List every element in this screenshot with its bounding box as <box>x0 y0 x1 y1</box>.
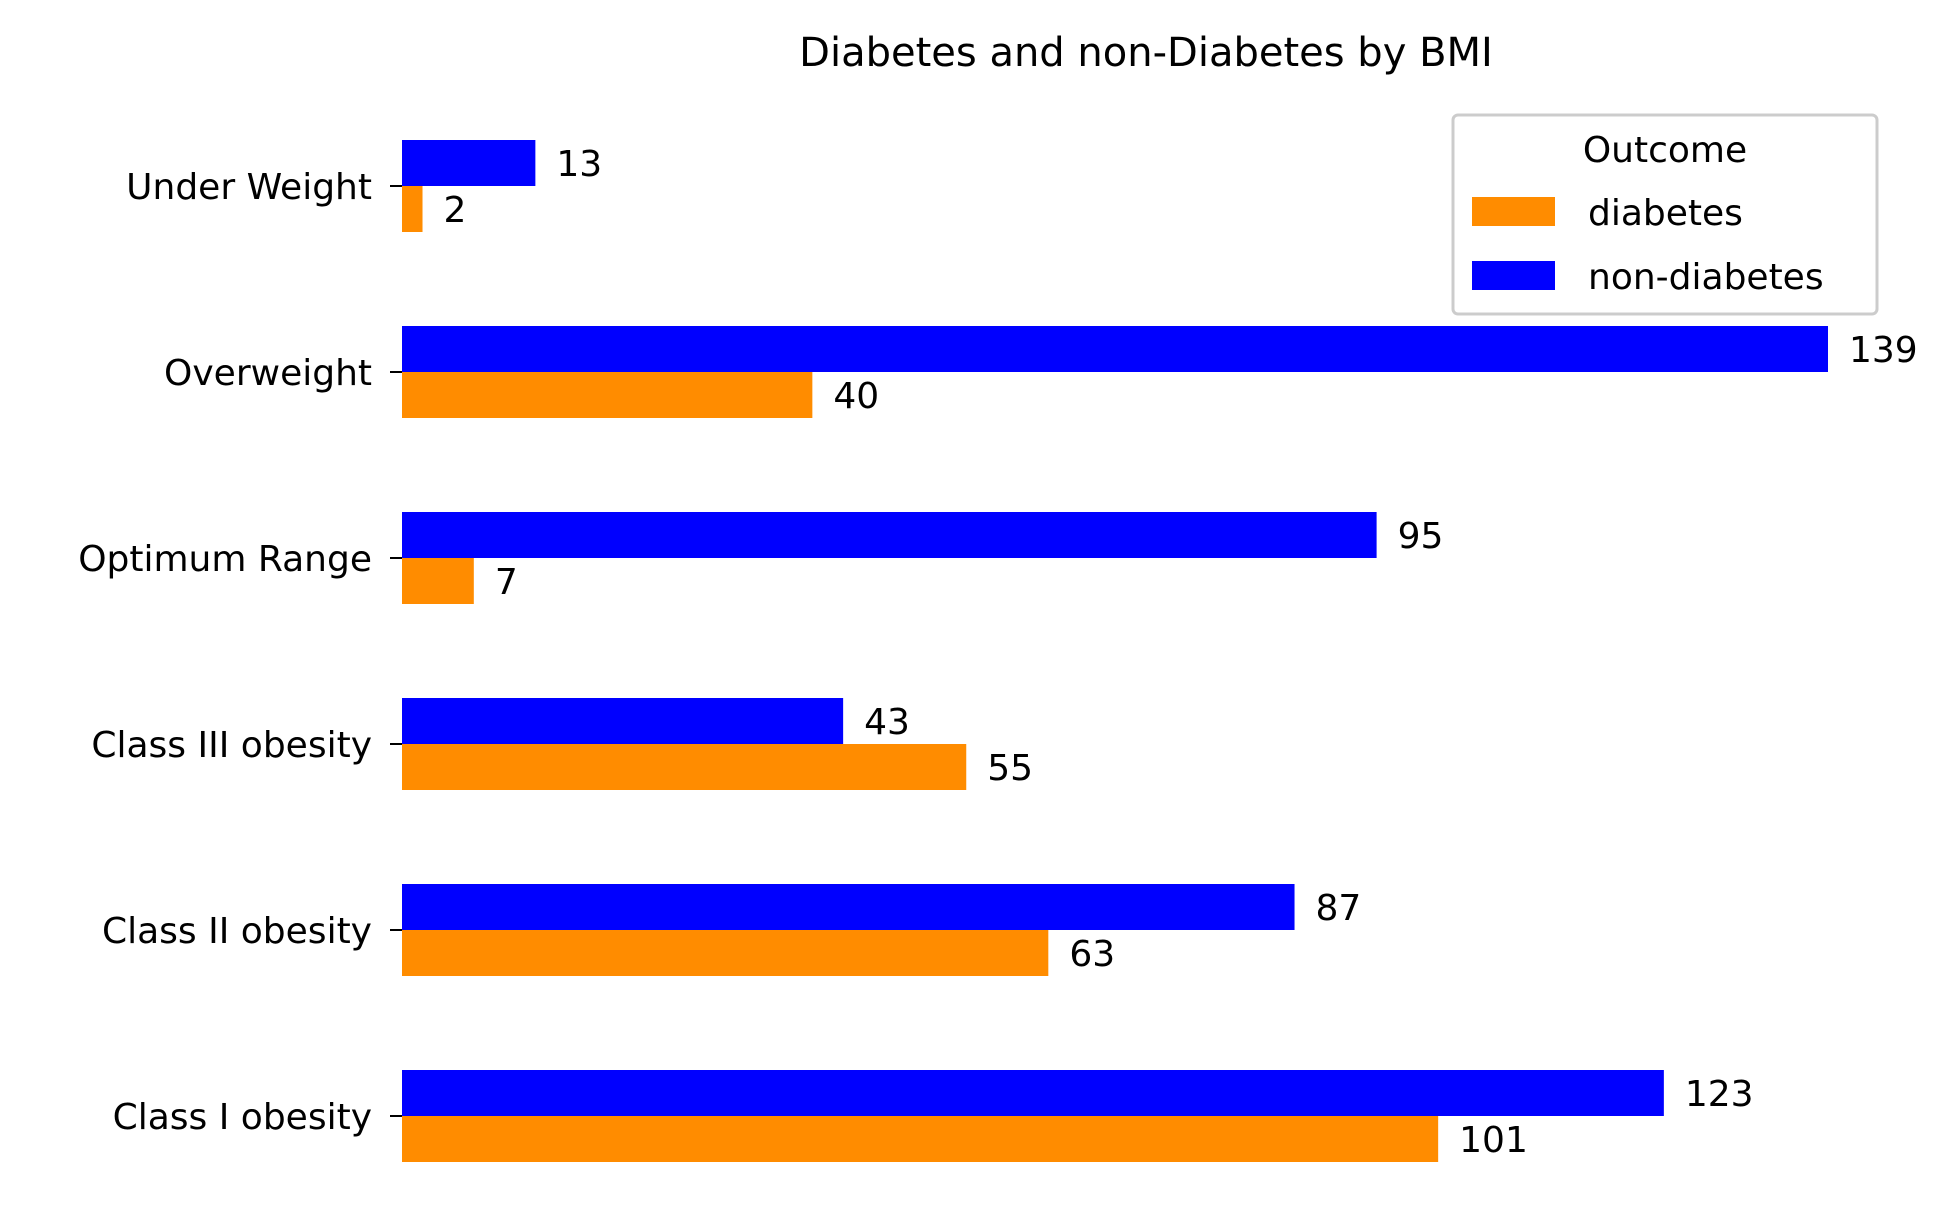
legend-label-diabetes: diabetes <box>1588 193 1743 234</box>
bar-label-diabetes-optimum-range: 7 <box>495 562 518 603</box>
y-tick-label-class-ii-obesity: Class II obesity <box>102 911 372 952</box>
bar-label-non-diabetes-under-weight: 13 <box>556 144 602 185</box>
bar-label-diabetes-under-weight: 2 <box>444 190 467 231</box>
y-tick-label-class-iii-obesity: Class III obesity <box>91 725 372 766</box>
bar-label-diabetes-class-ii-obesity: 63 <box>1069 934 1115 975</box>
legend: Outcome diabetes non-diabetes <box>1451 113 1879 316</box>
bars-layer <box>402 140 1828 1162</box>
bar-diabetes-under-weight <box>402 186 423 232</box>
bar-non-diabetes-class-ii-obesity <box>402 884 1295 930</box>
bar-non-diabetes-class-iii-obesity <box>402 698 844 744</box>
bar-label-diabetes-class-i-obesity: 101 <box>1459 1120 1528 1161</box>
bar-non-diabetes-under-weight <box>402 140 536 186</box>
bar-non-diabetes-class-i-obesity <box>402 1070 1664 1116</box>
legend-swatch-diabetes <box>1472 197 1555 226</box>
y-axis: Under Weight Overweight Optimum Range Class… <box>78 167 402 1138</box>
bar-label-non-diabetes-class-iii-obesity: 43 <box>864 702 910 743</box>
legend-frame <box>1451 113 1879 316</box>
legend-title: Outcome <box>1583 130 1747 171</box>
y-tick-label-class-i-obesity: Class I obesity <box>113 1097 372 1138</box>
bar-label-non-diabetes-overweight: 139 <box>1849 330 1918 371</box>
y-tick-label-under-weight: Under Weight <box>126 167 372 208</box>
bar-diabetes-class-iii-obesity <box>402 744 967 790</box>
y-tick-label-overweight: Overweight <box>164 353 372 394</box>
bar-label-diabetes-overweight: 40 <box>833 376 879 417</box>
legend-swatch-non-diabetes <box>1472 261 1555 290</box>
bar-label-non-diabetes-class-i-obesity: 123 <box>1685 1074 1754 1115</box>
bar-labels-layer: 13 2 139 40 95 7 43 55 87 63 123 101 <box>444 144 1918 1161</box>
y-tick-label-optimum-range: Optimum Range <box>78 539 372 580</box>
bar-diabetes-class-i-obesity <box>402 1116 1439 1162</box>
bar-diabetes-class-ii-obesity <box>402 930 1049 976</box>
bar-non-diabetes-overweight <box>402 326 1828 372</box>
bar-label-diabetes-class-iii-obesity: 55 <box>987 748 1033 789</box>
bar-non-diabetes-optimum-range <box>402 512 1377 558</box>
bar-label-non-diabetes-class-ii-obesity: 87 <box>1316 888 1362 929</box>
bar-label-non-diabetes-optimum-range: 95 <box>1398 516 1444 557</box>
bar-diabetes-optimum-range <box>402 558 474 604</box>
chart-title: Diabetes and non-Diabetes by BMI <box>799 30 1493 76</box>
legend-label-non-diabetes: non-diabetes <box>1588 257 1824 298</box>
bar-diabetes-overweight <box>402 372 813 418</box>
